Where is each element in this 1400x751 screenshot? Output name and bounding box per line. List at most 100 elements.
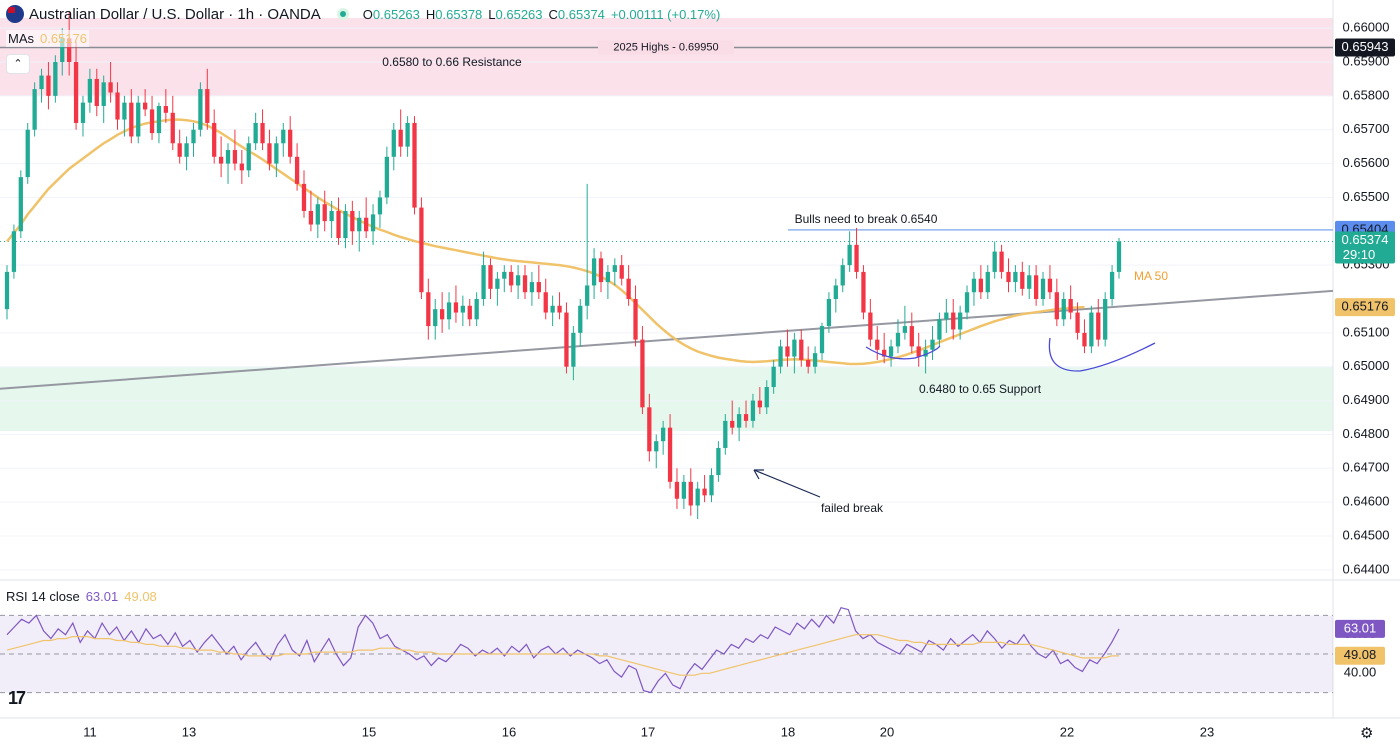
candle-body [184,143,189,157]
candle-body [205,89,210,123]
candle-body [60,38,65,63]
candle-body [882,349,887,357]
support-zone-label: 0.6480 to 0.65 Support [919,382,1042,396]
ma-price-tag: 0.65176 [1342,299,1389,314]
aud-flag-icon [6,5,24,23]
candle-body [868,312,873,340]
time-axis-tick: 22 [1060,724,1074,739]
candle-body [640,339,645,408]
candle-body [212,122,217,157]
candle-body [1006,271,1011,283]
ma-indicator-legend[interactable]: MAs 0.65176 [6,30,89,47]
price-axis-tick: 0.65800 [1343,87,1390,102]
resistance-zone [0,18,1333,96]
candle-body [198,89,203,130]
candle-body [598,258,604,283]
support-zone [0,366,1333,432]
candle-body [1082,332,1087,347]
time-axis-tick: 18 [781,724,795,739]
chevron-up-icon[interactable]: ⌃ [6,54,30,74]
candle-body [474,299,479,320]
candle-body [937,319,942,340]
rsi-value: 63.01 [85,589,119,604]
symbol-title[interactable]: Australian Dollar / U.S. Dollar · 1h · O… [29,5,321,23]
candle-body [840,265,845,286]
highs-price-tag-bg [1335,38,1395,57]
candle-body [101,82,106,107]
rsi-value-tag-bg [1335,619,1385,638]
candle-body [654,441,659,452]
candle-body [481,265,486,299]
candle-body [1068,299,1073,313]
candle-body [391,129,396,157]
candle-body [785,346,790,357]
candle-body [170,112,175,144]
candle-body [1013,271,1018,283]
time-axis-tick: 17 [641,724,655,739]
price-axis-tick: 0.65900 [1343,53,1390,68]
time-axis-tick: 20 [880,724,894,739]
candle-body [488,265,493,289]
candle-body [902,326,908,333]
time-axis-tick: 23 [1200,724,1214,739]
candle-body [861,271,866,313]
candle-body [274,143,279,164]
highs-label: 2025 Highs - 0.69950 [613,41,718,53]
rising-trendline [0,289,1334,390]
candle-body [1020,271,1025,289]
candle-body [301,183,307,211]
candle-body [11,231,17,272]
candle-body [281,129,286,144]
candle-countdown: 29:10 [1343,247,1376,262]
rsi-ma-line [6,634,1119,676]
candle-body [1027,275,1032,289]
gear-icon[interactable]: ⚙ [1360,725,1374,742]
highs-label-bg [598,40,734,55]
candle-body [633,299,638,340]
candle-body [1089,312,1094,347]
candle-body [702,488,707,496]
price-axis-tick: 0.66000 [1343,20,1390,35]
price-axis-tick: 0.65100 [1343,324,1390,339]
price-axis-tick: 0.64700 [1343,460,1390,475]
candle-body [294,156,300,184]
candle-body [992,251,997,272]
candle-body [156,106,162,134]
candle-body [1096,312,1101,340]
candle-body [419,207,424,293]
candle-body [80,102,86,123]
candle-body [439,309,445,320]
candle-body [985,271,990,293]
price-axis-tick: 0.64600 [1343,494,1390,509]
candle-body [467,305,472,320]
rsi-axis-tick: 40.00 [1344,665,1377,680]
candle-body [308,210,314,225]
rsi-value-tag: 63.01 [1344,620,1377,635]
candle-body [771,366,776,388]
price-axis-tick: 0.65000 [1343,358,1390,373]
candle-body [930,339,935,350]
rsi-legend[interactable]: RSI 14 close 63.01 49.08 [6,589,157,604]
candle-body [626,278,631,299]
ma50-line [6,118,1085,366]
candle-body [1033,275,1039,299]
candle-body [806,359,811,367]
candle-body [923,349,928,357]
candle-body [1075,312,1080,333]
candle-body [875,339,880,350]
candle-body [536,282,541,293]
price-axis-tick: 0.65600 [1343,155,1390,170]
candle-body [1061,299,1066,320]
candle-body [336,210,341,239]
candle-body [909,326,914,347]
candle-body [819,326,825,354]
rsi-ma-value: 49.08 [124,589,157,604]
candle-body [543,292,548,313]
tradingview-logo-icon[interactable]: 17 [8,688,26,708]
candle-body [695,488,700,506]
candle-body [412,122,417,208]
candle-body [529,282,535,293]
ma-label: MAs [8,31,34,46]
